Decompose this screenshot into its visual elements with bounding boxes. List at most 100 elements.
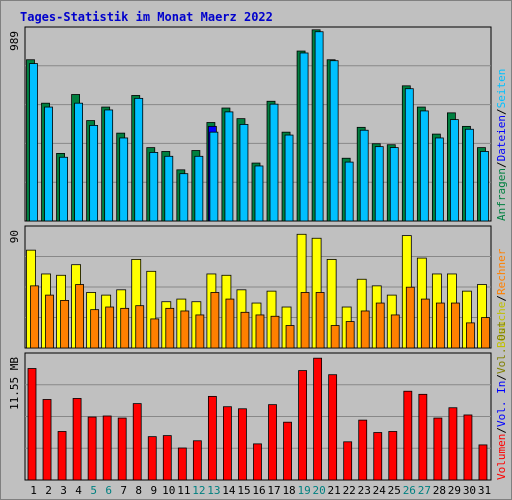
x-tick-label: 31 xyxy=(478,484,491,497)
bar-seiten xyxy=(374,146,384,222)
bar-volumen xyxy=(147,436,157,481)
bar-seiten xyxy=(179,173,189,222)
x-tick-label: 23 xyxy=(358,484,371,497)
bar-volumen xyxy=(373,432,383,481)
bar-rechner xyxy=(105,306,115,349)
bar-seiten xyxy=(134,97,144,222)
bar-seiten xyxy=(194,155,204,222)
y-axis-max-label: 90 xyxy=(8,230,21,243)
bar-seiten xyxy=(149,152,159,222)
legend-separator: / xyxy=(495,374,508,381)
bar-volumen xyxy=(72,398,82,481)
bar-rechner xyxy=(360,310,370,349)
bar-seiten xyxy=(404,88,414,222)
bar-volumen xyxy=(283,421,292,481)
x-tick-label: 5 xyxy=(90,484,97,497)
bar-seiten xyxy=(29,63,38,222)
bar-rechner xyxy=(390,314,400,349)
bar-rechner xyxy=(210,292,220,349)
bar-rechner xyxy=(481,317,490,349)
bar-seiten xyxy=(89,125,99,222)
bar-volumen xyxy=(27,368,37,481)
bar-rechner xyxy=(30,285,39,349)
bar-rechner xyxy=(120,307,130,349)
bar-rechner xyxy=(150,318,160,349)
x-tick-label: 28 xyxy=(433,484,446,497)
bar-seiten xyxy=(254,165,264,222)
x-tick-label: 11 xyxy=(177,484,190,497)
bar-volumen xyxy=(57,431,67,481)
bar-volumen xyxy=(418,393,428,481)
bar-volumen xyxy=(192,440,202,481)
bar-volumen xyxy=(313,357,323,481)
bar-volumen xyxy=(328,374,338,481)
bar-rechner xyxy=(466,322,475,349)
bar-rechner xyxy=(255,314,265,349)
x-tick-label: 1 xyxy=(30,484,37,497)
bar-rechner xyxy=(60,299,69,349)
bar-volumen xyxy=(117,417,127,481)
x-tick-label: 14 xyxy=(222,484,236,497)
bar-rechner xyxy=(45,294,54,349)
bar-volumen xyxy=(238,408,247,481)
x-tick-label: 15 xyxy=(237,484,250,497)
x-tick-label: 21 xyxy=(328,484,341,497)
bar-rechner xyxy=(315,292,325,349)
x-tick-label: 29 xyxy=(448,484,461,497)
legend-item: Vol. Out xyxy=(495,321,508,374)
x-tick-label: 20 xyxy=(313,484,326,497)
x-tick-label: 10 xyxy=(162,484,175,497)
bar-rechner xyxy=(225,298,235,349)
bar-volumen xyxy=(448,407,458,481)
legend-bottom: Volumen/Vol. In/Vol. Out xyxy=(495,321,508,480)
bar-seiten xyxy=(480,151,489,222)
bar-rechner xyxy=(451,302,460,349)
x-tick-label: 6 xyxy=(105,484,112,497)
x-tick-label: 3 xyxy=(60,484,67,497)
bar-volumen xyxy=(253,443,262,481)
bar-rechner xyxy=(90,309,100,349)
legend-item: Rechner xyxy=(495,248,508,295)
x-tick-label: 13 xyxy=(207,484,220,497)
bar-rechner xyxy=(240,311,250,349)
bar-seiten xyxy=(104,109,114,222)
bar-rechner xyxy=(345,321,355,349)
bar-volumen xyxy=(298,370,307,481)
bar-seiten xyxy=(359,129,369,222)
bar-seiten xyxy=(284,134,294,222)
bar-seiten xyxy=(434,137,444,222)
bar-rechner xyxy=(285,325,295,349)
bar-seiten xyxy=(74,102,83,222)
bar-rechner xyxy=(435,302,445,349)
x-tick-label: 4 xyxy=(75,484,82,497)
x-tick-label: 7 xyxy=(120,484,127,497)
bar-seiten xyxy=(224,111,234,222)
bar-seiten xyxy=(209,131,219,222)
bar-rechner xyxy=(405,286,415,349)
legend-item: Volumen xyxy=(495,434,508,480)
bar-rechner xyxy=(270,315,280,349)
x-tick-label: 19 xyxy=(297,484,310,497)
bar-volumen xyxy=(403,390,413,481)
bar-volumen xyxy=(102,415,112,481)
chart-title: Tages-Statistik im Monat Maerz 2022 xyxy=(20,10,273,24)
x-tick-label: 16 xyxy=(252,484,265,497)
bar-seiten xyxy=(119,137,129,222)
bar-volumen xyxy=(162,435,172,481)
legend-separator: / xyxy=(495,161,508,168)
bar-volumen xyxy=(463,414,473,481)
legend-item: Seiten xyxy=(495,69,508,109)
bar-seiten xyxy=(164,155,174,222)
bar-rechner xyxy=(180,310,190,349)
x-tick-label: 18 xyxy=(282,484,295,497)
x-tick-label: 27 xyxy=(418,484,431,497)
legend-item: Besuche xyxy=(495,302,508,348)
legend-top: Anfragen/Dateien/Seiten xyxy=(495,69,508,221)
bar-seiten xyxy=(450,119,459,222)
y-axis-max-label: 989 xyxy=(8,31,21,51)
bar-seiten xyxy=(329,60,339,222)
bar-seiten xyxy=(44,106,53,222)
bar-seiten xyxy=(59,156,68,222)
